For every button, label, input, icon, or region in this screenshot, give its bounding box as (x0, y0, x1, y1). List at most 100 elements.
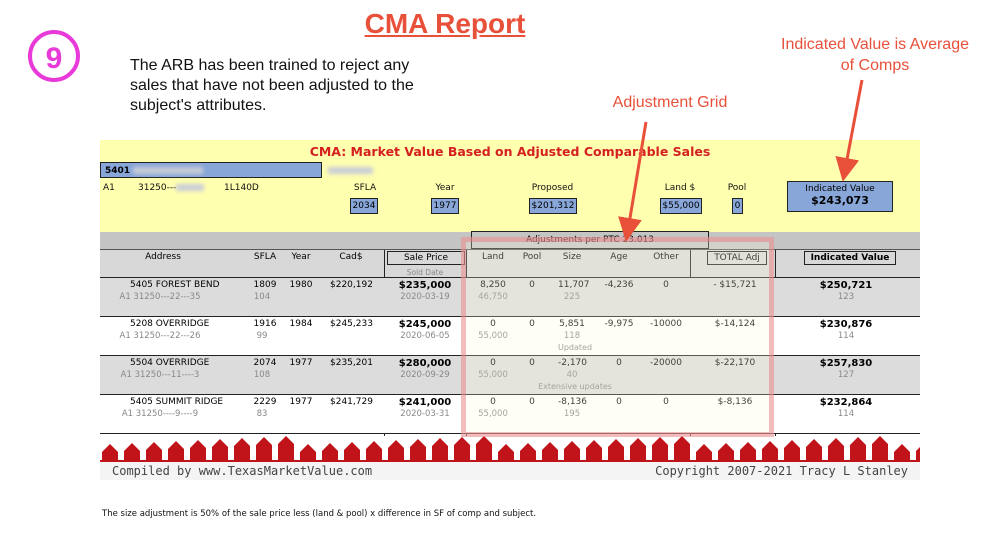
comp-ppsf: 83 (256, 409, 268, 419)
comp-land: 8,250 (480, 280, 506, 290)
house-shape (674, 436, 690, 462)
header-total-adj: TOTAL Adj (707, 251, 767, 265)
comp-pool: 0 (529, 358, 535, 368)
comp-size-diff: 118 (563, 331, 581, 341)
house-shape (300, 444, 316, 462)
comp-land: 0 (490, 319, 496, 329)
comp-date: 2020-03-31 (400, 409, 450, 419)
comp-land: 0 (490, 397, 496, 407)
house-shape (608, 439, 624, 462)
comp-other: -10000 (650, 319, 682, 329)
header-pool: Pool (522, 252, 542, 262)
comp-other: 0 (663, 280, 669, 290)
comp-indicated: $230,876 (819, 319, 873, 330)
comp-total: $-22,170 (714, 358, 756, 368)
subject-address: 5401 (100, 162, 322, 178)
house-shape (850, 437, 866, 462)
house-shape (168, 441, 184, 462)
comp-address: 5405 FOREST BEND (130, 280, 220, 290)
comp-ppsf: 108 (253, 370, 271, 380)
footer-bar: Compiled by www.TexasMarketValue.com Cop… (100, 462, 920, 480)
house-shape (542, 442, 558, 462)
comp-size-diff: 225 (563, 292, 581, 302)
comp-size: 11,707 (558, 280, 590, 290)
arb-note: The ARB has been trained to reject any s… (130, 57, 414, 114)
comp-land-val: 46,750 (478, 292, 508, 302)
subject-panel: CMA: Market Value Based on Adjusted Comp… (100, 140, 920, 232)
comp-land-val: 55,000 (478, 370, 508, 380)
house-shape (696, 444, 712, 462)
subject-class: A1 (103, 183, 115, 193)
redacted-street (133, 167, 204, 174)
house-shape (784, 440, 800, 462)
subject-pool: 0 (732, 198, 743, 214)
house-shape (410, 439, 426, 462)
comp-pool: 0 (529, 280, 535, 290)
comp-cad: $220,192 (330, 280, 373, 290)
comp-address: 5208 OVERRIDGE (130, 319, 210, 329)
house-shape (388, 440, 404, 462)
subject-year: 1977 (431, 198, 459, 214)
comp-date: 2020-06-05 (400, 331, 450, 341)
compiled-by: Compiled by www.TexasMarketValue.com (112, 464, 373, 478)
subject-code: 1L140D (224, 183, 259, 193)
comp-land: 0 (490, 358, 496, 368)
header-land: Land (482, 252, 504, 262)
comp-account: A1 31250---11----3 (120, 370, 200, 380)
comp-size: 5,851 (559, 319, 585, 329)
subject-land: $55,000 (660, 198, 702, 214)
header-indicated-value: Indicated Value (804, 251, 896, 265)
subject-sfla: 2034 (350, 198, 378, 214)
comp-price: $241,000 (398, 397, 452, 408)
house-shape (256, 437, 272, 462)
comp-date: 2020-03-19 (400, 292, 450, 302)
header-age: Age (610, 252, 628, 262)
comp-sfla: 2229 (253, 397, 277, 407)
house-shape (894, 444, 910, 462)
comp-size: -2,170 (558, 358, 588, 368)
comp-ind-ppsf: 123 (837, 292, 855, 302)
house-shape (234, 438, 250, 462)
comp-year: 1980 (289, 280, 313, 290)
comp-age: 0 (616, 358, 622, 368)
comp-price: $245,000 (398, 319, 452, 330)
comp-ind-ppsf: 114 (837, 331, 855, 341)
comp-note: Updated (557, 343, 593, 352)
year-label: Year (435, 183, 455, 193)
house-shape (762, 441, 778, 462)
house-shape (454, 437, 470, 462)
comp-cad: $235,201 (330, 358, 373, 368)
redacted-account (176, 184, 205, 191)
house-shape (476, 436, 492, 462)
house-shape (344, 442, 360, 462)
house-shape (872, 436, 888, 462)
step-badge: 9 (28, 30, 80, 82)
comp-date: 2020-09-29 (400, 370, 450, 380)
arrow-adjustment-grid (618, 121, 648, 242)
comp-indicated: $250,721 (819, 280, 873, 291)
adjustment-grid-highlight (461, 237, 774, 437)
comp-size: -8,136 (558, 397, 588, 407)
sfla-label: SFLA (353, 183, 377, 193)
indicated-value: $243,073 (811, 194, 869, 207)
comp-cad: $241,729 (330, 397, 373, 407)
comp-land-val: 55,000 (478, 409, 508, 419)
house-skyline (100, 436, 920, 463)
comp-year: 1977 (289, 358, 313, 368)
proposed-label: Proposed (531, 183, 574, 193)
comp-price: $280,000 (398, 358, 452, 369)
house-shape (718, 443, 734, 462)
comp-other: 0 (663, 397, 669, 407)
comp-age: -9,975 (604, 319, 634, 329)
house-shape (212, 439, 228, 462)
comp-row: 5405 FOREST BEND 1809 1980 $220,192 $235,000… (100, 277, 920, 316)
table-header: Address SFLA Year Cad$ Sale Price Sold D… (100, 249, 920, 436)
house-shape (916, 447, 920, 462)
header-size: Size (562, 252, 582, 262)
comp-ind-ppsf: 127 (837, 370, 855, 380)
comp-row: 5208 OVERRIDGE 1916 1984 $245,233 $245,000 0 0… (100, 316, 920, 355)
comp-land-val: 55,000 (478, 331, 508, 341)
house-shape (740, 442, 756, 462)
comp-sfla: 1916 (253, 319, 277, 329)
